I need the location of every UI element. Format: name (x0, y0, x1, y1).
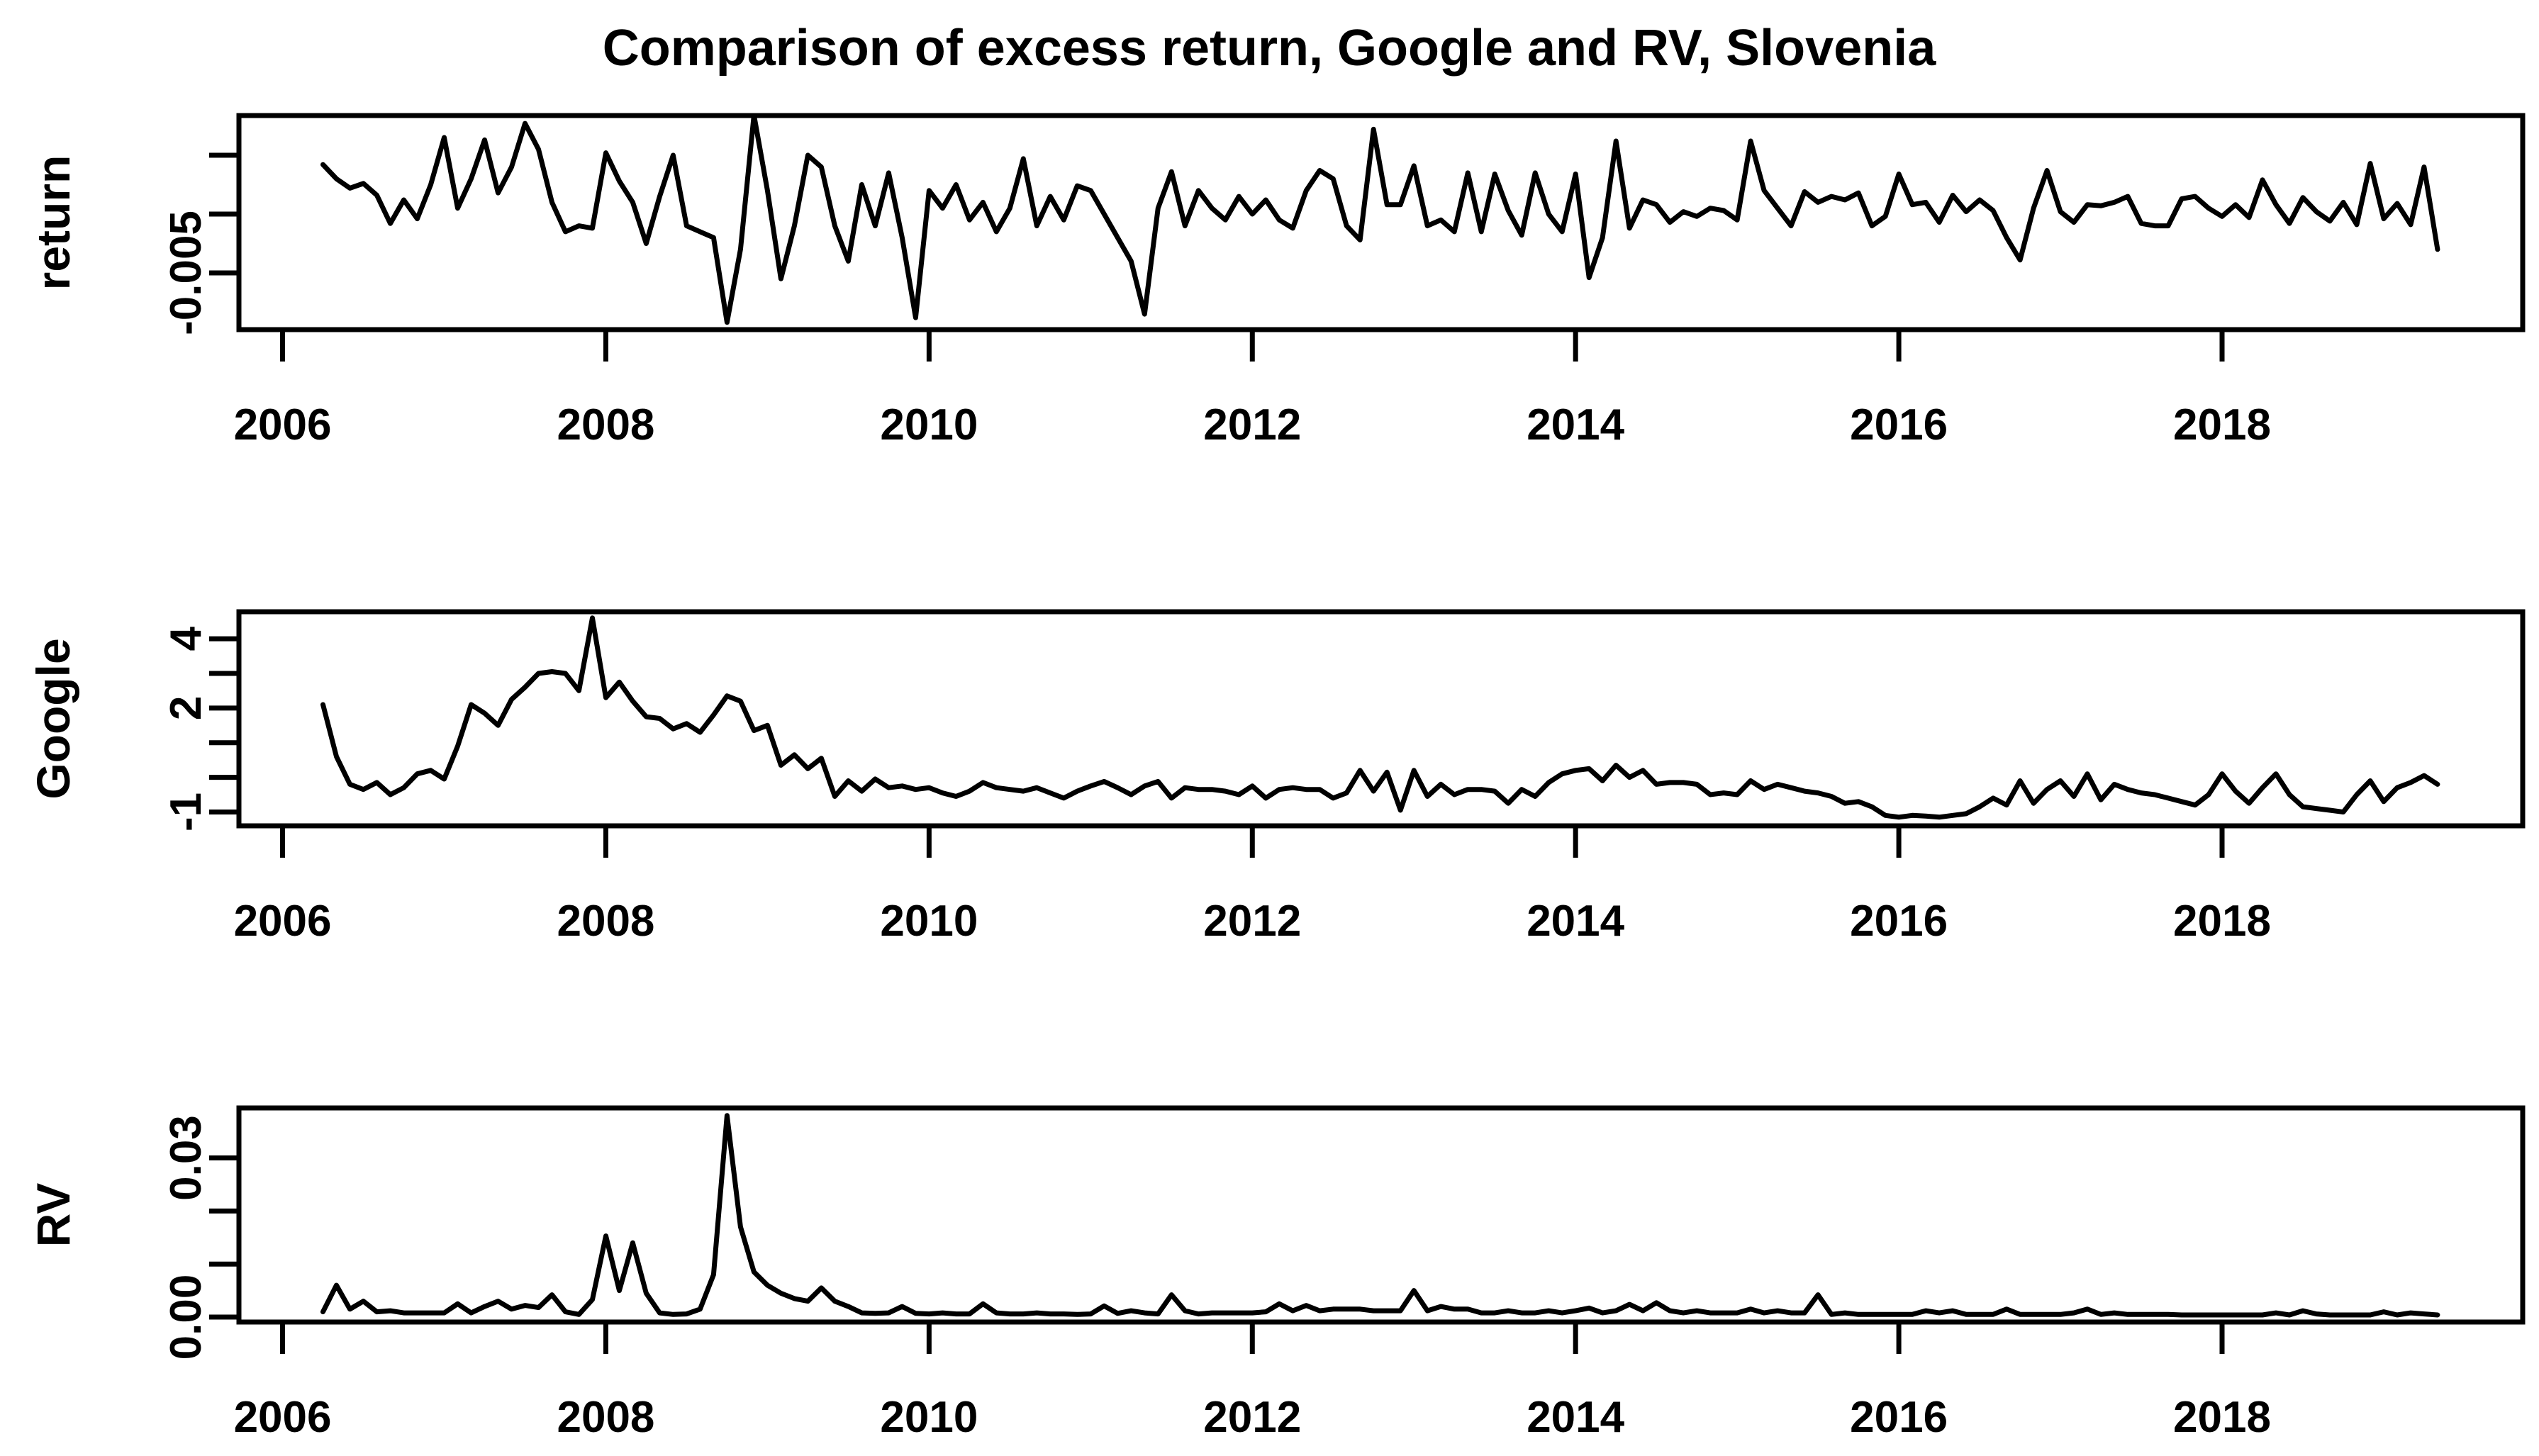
x-axis-tick-label: 2010 (880, 1393, 978, 1442)
panel-box (236, 609, 2526, 829)
y-axis-label: RV (27, 1183, 79, 1248)
chart-title: Comparison of excess return, Google and … (603, 20, 1937, 77)
x-axis-tick-label: 2010 (880, 897, 978, 946)
panel-rv: RV 0.03 0.00 2006 2008 2010 2012 2014 2016 2018 (27, 1105, 2526, 1442)
y-axis-tick-label: 0.00 (162, 1275, 211, 1360)
series-line-rv (320, 1113, 2440, 1318)
series-line-google (320, 615, 2440, 820)
series-line-return (320, 116, 2440, 325)
panel-google: Google 4 2 -1 2006 2008 2010 2012 2014 2016 2018 (27, 609, 2526, 946)
y-axis-tick-label: -0.005 (162, 211, 211, 335)
x-axis-tick-label: 2014 (1527, 897, 1624, 946)
x-axis-tick-label: 2006 (234, 897, 332, 946)
x-axis-tick-label: 2016 (1850, 1393, 1948, 1442)
x-axis-tick-label: 2018 (2173, 897, 2271, 946)
panel-box (236, 113, 2526, 332)
x-axis-tick-label: 2008 (557, 897, 654, 946)
y-axis-tick-label: 0.03 (162, 1115, 211, 1201)
panels-group: return -0.005 2006 2008 2010 2012 2014 2016 2018… (27, 113, 2526, 1442)
x-axis-tick-label: 2012 (1203, 897, 1301, 946)
x-axis-tick-label: 2014 (1527, 1393, 1624, 1442)
x-axis-tick-label: 2016 (1850, 897, 1948, 946)
panel-box (236, 1105, 2526, 1325)
x-axis-tick-label: 2012 (1203, 1393, 1301, 1442)
x-axis-tick-label: 2008 (557, 1393, 654, 1442)
x-axis-tick-label: 2010 (880, 401, 978, 449)
y-axis-tick-label: 4 (162, 626, 211, 651)
y-axis-tick-label: -1 (162, 793, 211, 831)
x-axis-tick-label: 2006 (234, 1393, 332, 1442)
x-axis-tick-label: 2018 (2173, 1393, 2271, 1442)
y-axis-tick-label: 2 (162, 696, 211, 720)
x-axis-tick-label: 2014 (1527, 401, 1624, 449)
y-axis-label: Google (27, 638, 79, 799)
x-axis-tick-label: 2006 (234, 401, 332, 449)
x-axis-tick-label: 2012 (1203, 401, 1301, 449)
x-axis-tick-label: 2008 (557, 401, 654, 449)
panel-return: return -0.005 2006 2008 2010 2012 2014 2016 2018 (27, 113, 2526, 449)
x-axis-tick-label: 2016 (1850, 401, 1948, 449)
y-axis-label: return (27, 155, 79, 291)
x-axis-tick-label: 2018 (2173, 401, 2271, 449)
